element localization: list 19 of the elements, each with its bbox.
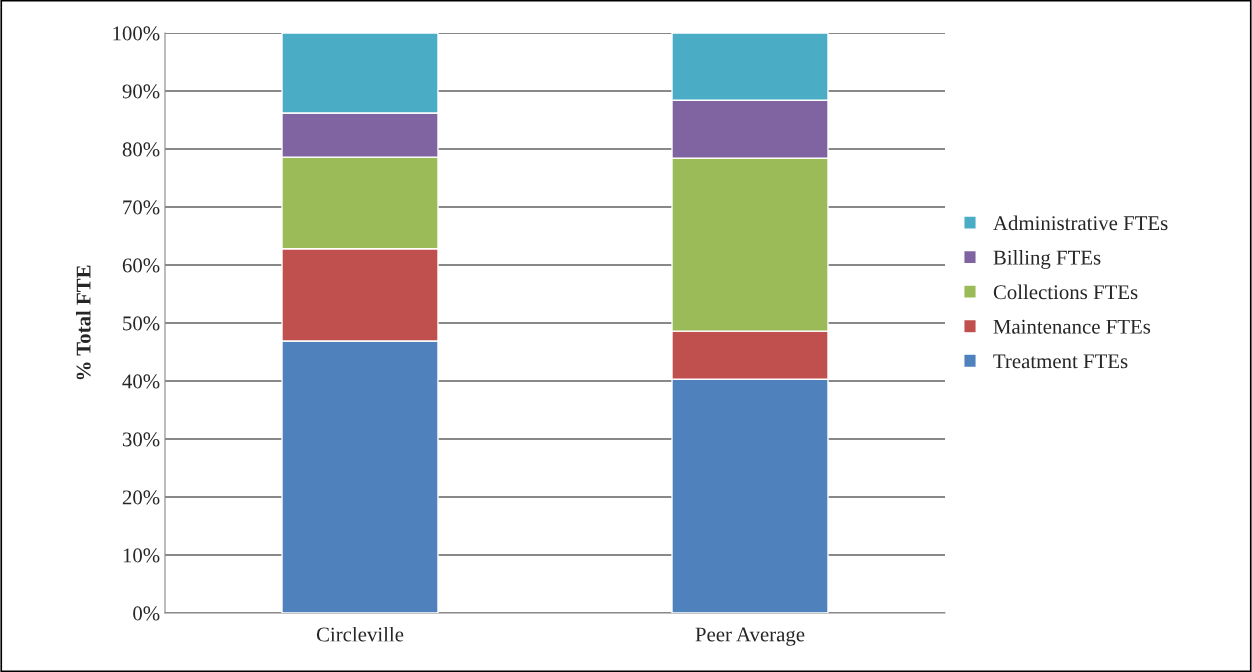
y-tick-label: 20% — [122, 490, 160, 505]
y-tick-label: 90% — [122, 84, 160, 99]
legend-label: Maintenance FTEs — [993, 319, 1151, 334]
y-tick-label: 80% — [122, 142, 160, 157]
legend-label: Collections FTEs — [993, 284, 1138, 300]
y-tick-label: 50% — [123, 316, 160, 331]
y-tick-label: 30% — [122, 432, 160, 447]
legend-label: Billing FTEs — [993, 250, 1101, 269]
legend-label: Administrative FTEs — [993, 215, 1168, 231]
y-tick-label: 70% — [123, 200, 160, 215]
y-tick-label: 100% — [113, 26, 160, 41]
y-axis-title: % Total FTE — [75, 265, 91, 380]
x-tick-label: Circleville — [316, 626, 404, 642]
legend-label: Treatment FTEs — [993, 354, 1128, 369]
y-tick-label: 0% — [133, 606, 160, 621]
y-tick-label: 60% — [122, 258, 160, 273]
y-tick-label: 10% — [123, 548, 160, 563]
x-tick-label: Peer Average — [695, 627, 805, 646]
y-tick-label: 40% — [122, 374, 160, 389]
